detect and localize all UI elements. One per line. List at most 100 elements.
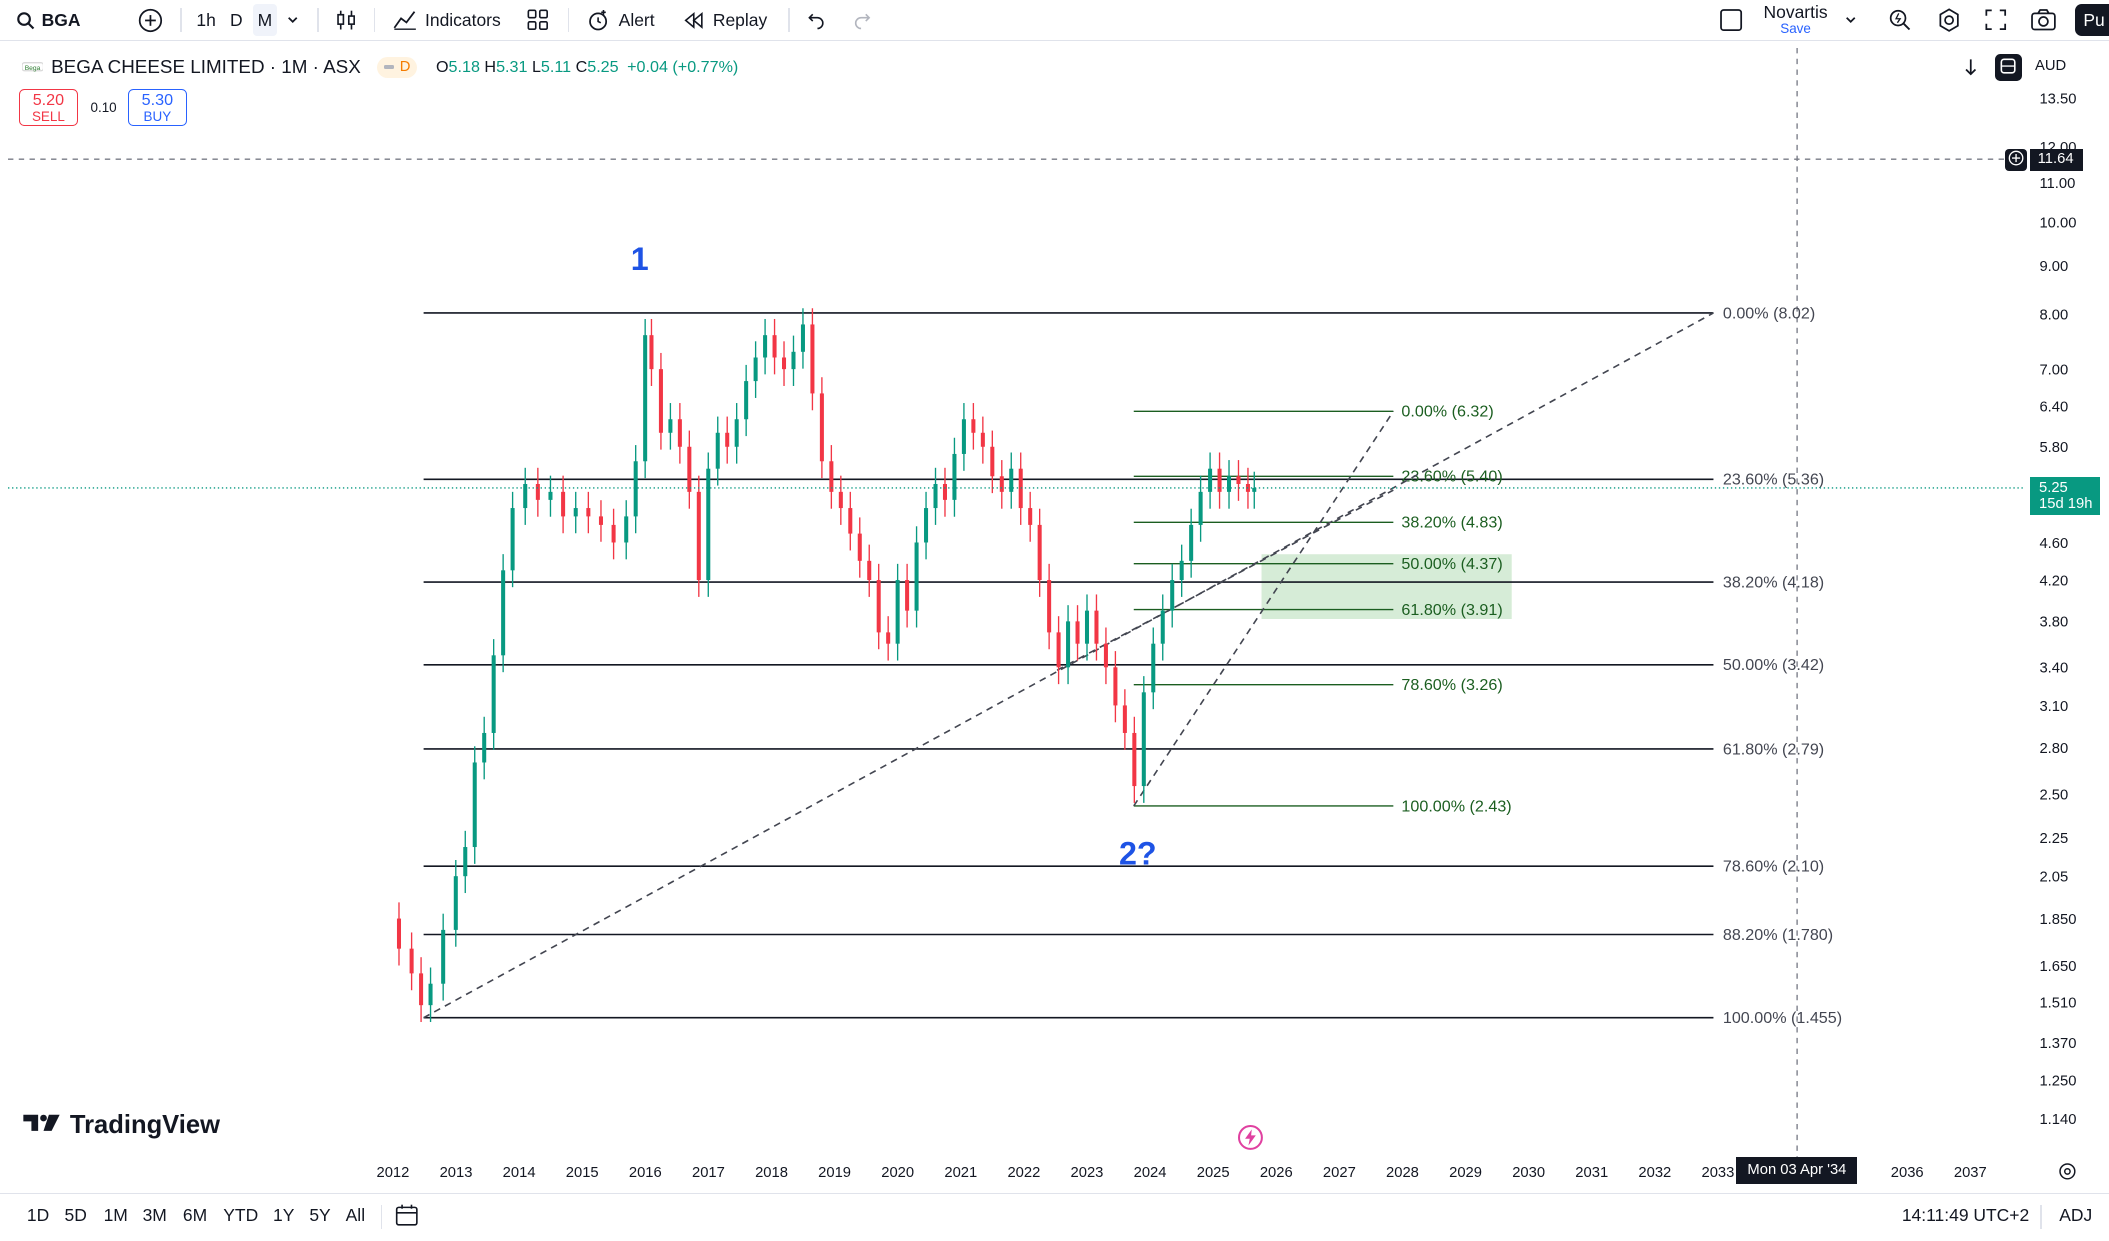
range-5d-button[interactable]: 5D bbox=[64, 1204, 87, 1225]
interval-d-label: D bbox=[229, 9, 243, 30]
fib-retracement-small[interactable]: 0.00% (6.32) 23.60% (5.40) 38.20% (4.83) 50… bbox=[1133, 403, 1512, 816]
range-1y-button[interactable]: 1Y bbox=[273, 1204, 295, 1225]
quick-search-button[interactable] bbox=[1888, 0, 1912, 40]
alert-button[interactable]: Alert bbox=[586, 0, 655, 40]
sell-button[interactable]: 5.20 SELL bbox=[18, 88, 78, 127]
scale-settings-button[interactable] bbox=[2058, 1162, 2077, 1187]
fib-big-label: 38.20% (4.18) bbox=[1723, 574, 1824, 592]
candle-body bbox=[725, 433, 730, 448]
top-toolbar: BGA 1h D M Indicators Alert Replay bbox=[0, 0, 2109, 42]
time-tick-label: 2036 bbox=[1891, 1165, 1924, 1181]
chart-type-button[interactable] bbox=[334, 0, 358, 40]
range-6m-button[interactable]: 6M bbox=[182, 1204, 208, 1225]
time-tick-label: 2037 bbox=[1954, 1165, 1987, 1181]
candle-body bbox=[643, 335, 648, 462]
fullscreen-button[interactable] bbox=[1985, 0, 2007, 40]
range-3m-button[interactable]: 3M bbox=[142, 1204, 167, 1225]
templates-button[interactable] bbox=[527, 0, 549, 40]
currency-button[interactable]: AUD bbox=[2034, 57, 2067, 74]
candle-body bbox=[586, 508, 591, 517]
candle-body bbox=[706, 469, 711, 581]
scale-arrow-button[interactable] bbox=[1960, 54, 1982, 87]
sell-label: SELL bbox=[31, 108, 65, 124]
time-tick-label: 2016 bbox=[629, 1165, 662, 1181]
symbol-title[interactable]: BEGA CHEESE LIMITED · 1M · ASX bbox=[51, 56, 361, 78]
candle-body bbox=[829, 461, 834, 493]
candle-body bbox=[782, 357, 787, 370]
range-1m-button[interactable]: 1M bbox=[103, 1204, 128, 1225]
candle-body bbox=[1094, 611, 1099, 645]
layout-name-button[interactable]: Novartis Save bbox=[1762, 2, 1829, 37]
screenshot-button[interactable] bbox=[2030, 0, 2057, 40]
range-ytd-button[interactable]: YTD bbox=[223, 1204, 259, 1225]
interval-m-button[interactable]: M bbox=[252, 4, 278, 37]
range-5y-button[interactable]: 5Y bbox=[309, 1204, 331, 1225]
interval-dropdown[interactable] bbox=[286, 0, 299, 40]
undo-button[interactable] bbox=[804, 0, 826, 40]
replay-button[interactable]: Replay bbox=[683, 0, 767, 40]
layout-toggle-button[interactable] bbox=[1719, 0, 1743, 40]
tradingview-watermark[interactable]: TradingView bbox=[22, 1111, 220, 1140]
clock-timezone[interactable]: 14:11:49 UTC+2 bbox=[1901, 1204, 2030, 1225]
adj-toggle[interactable]: ADJ bbox=[2059, 1204, 2093, 1225]
status-badge[interactable]: D bbox=[376, 56, 418, 79]
high-value: 5.31 bbox=[496, 57, 528, 76]
watermark-text: TradingView bbox=[69, 1110, 220, 1139]
layout-menu-dropdown[interactable] bbox=[1844, 0, 1857, 40]
fib-small-label: 23.60% (5.40) bbox=[1401, 468, 1502, 486]
price-tick-label: 1.370 bbox=[2039, 1036, 2076, 1052]
interval-d-button[interactable]: D bbox=[230, 0, 243, 40]
price-tick-label: 3.40 bbox=[2039, 661, 2068, 677]
rewind-icon bbox=[683, 11, 705, 30]
crosshair-date-label: Mon 03 Apr '34 bbox=[1736, 1156, 1858, 1184]
candle-body bbox=[1018, 469, 1023, 509]
auto-scale-button[interactable] bbox=[1994, 53, 2022, 81]
candle-body bbox=[1151, 644, 1156, 693]
events-button[interactable] bbox=[1237, 1124, 1264, 1157]
goto-date-button[interactable] bbox=[394, 1202, 421, 1235]
candle-body bbox=[819, 393, 824, 462]
candle-body bbox=[905, 580, 910, 612]
candle-body bbox=[1227, 476, 1232, 493]
change-value: +0.04 (+0.77%) bbox=[627, 57, 739, 76]
candle-body bbox=[510, 508, 515, 571]
symbol-search[interactable]: BGA bbox=[16, 0, 81, 40]
buy-price: 5.30 bbox=[141, 91, 174, 110]
interval-1h-button[interactable]: 1h bbox=[196, 0, 215, 40]
range-all-button[interactable]: All bbox=[345, 1204, 366, 1225]
publish-button[interactable]: Pu bbox=[2075, 4, 2109, 37]
price-scale[interactable]: 13.5012.0011.0010.009.008.007.006.405.80… bbox=[2026, 48, 2109, 1185]
symbol-label: BGA bbox=[41, 9, 81, 30]
time-tick-label: 2013 bbox=[440, 1165, 473, 1181]
bega-logo-icon: Bega bbox=[20, 56, 44, 78]
indicators-icon bbox=[393, 9, 417, 31]
buy-button[interactable]: 5.30 BUY bbox=[127, 88, 187, 127]
wave-1-label[interactable]: 1 bbox=[631, 241, 649, 277]
price-chart[interactable]: 0.00% (8.02) 23.60% (5.36) 38.20% (4.18) 50… bbox=[8, 48, 2026, 1185]
settings-button[interactable] bbox=[1937, 0, 1961, 40]
wave-2-label[interactable]: 2? bbox=[1119, 836, 1157, 872]
add-price-button[interactable] bbox=[2005, 149, 2027, 171]
ohlc-values: O5.18 H5.31 L5.11 C5.25 +0.04 (+0.77%) bbox=[436, 58, 738, 77]
range-1d-button[interactable]: 1D bbox=[26, 1204, 50, 1225]
close-key: C bbox=[575, 57, 588, 76]
fib-small-label: 78.60% (3.26) bbox=[1401, 676, 1502, 694]
time-scale[interactable]: 2012 2013 2014 2015 2016 2017 2018 2019 2020 2021… bbox=[8, 1157, 2109, 1187]
candle-body bbox=[1056, 632, 1061, 668]
time-tick-label: 2033 bbox=[1702, 1165, 1735, 1181]
redo-button[interactable] bbox=[853, 0, 875, 40]
candle-body bbox=[1217, 469, 1222, 493]
search-icon bbox=[16, 11, 35, 30]
trend-lines[interactable] bbox=[423, 312, 1714, 1019]
candle-body bbox=[463, 847, 468, 877]
candle-body bbox=[453, 876, 458, 931]
candle-body bbox=[535, 484, 540, 501]
indicators-button[interactable]: Indicators bbox=[393, 0, 501, 40]
compare-add-button[interactable] bbox=[137, 0, 164, 40]
fib-small-trendline bbox=[1133, 411, 1395, 807]
fullscreen-icon bbox=[1985, 9, 2007, 31]
arrow-down-icon bbox=[1960, 59, 1982, 86]
candle-body bbox=[1122, 705, 1127, 734]
fib-small-label: 61.80% (3.91) bbox=[1401, 601, 1502, 619]
fib-retracement-big[interactable]: 0.00% (8.02) 23.60% (5.36) 38.20% (4.18) 50… bbox=[423, 305, 1842, 1028]
